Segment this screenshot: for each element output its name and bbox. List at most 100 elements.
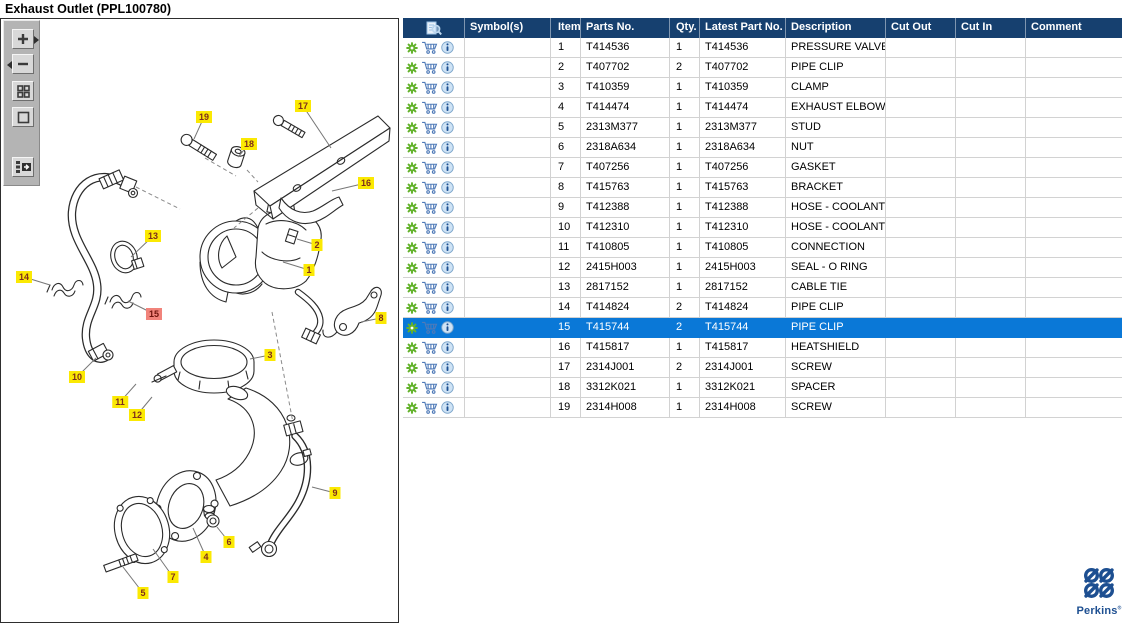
column-header-symbols[interactable]: Symbol(s) xyxy=(465,18,551,38)
table-row[interactable]: 10 T412310 1 T412310 HOSE - COOLANT xyxy=(403,218,1122,238)
add-to-cart-icon[interactable] xyxy=(421,41,438,54)
gear-icon[interactable] xyxy=(406,221,418,234)
callout-2[interactable]: 2 xyxy=(311,239,323,251)
column-header-item[interactable]: Item xyxy=(551,18,581,38)
callout-4[interactable]: 4 xyxy=(200,551,212,563)
add-to-cart-icon[interactable] xyxy=(421,281,438,294)
column-header-latest-part-no[interactable]: Latest Part No. xyxy=(700,18,786,38)
add-to-cart-icon[interactable] xyxy=(421,161,438,174)
add-to-cart-icon[interactable] xyxy=(421,301,438,314)
gear-icon[interactable] xyxy=(406,181,418,194)
column-header-parts-no[interactable]: Parts No. xyxy=(581,18,670,38)
info-icon[interactable] xyxy=(441,121,454,134)
table-row[interactable]: 1 T414536 1 T414536 PRESSURE VALVE xyxy=(403,38,1122,58)
add-to-cart-icon[interactable] xyxy=(421,81,438,94)
callout-12[interactable]: 12 xyxy=(128,409,146,421)
gear-icon[interactable] xyxy=(406,161,418,174)
table-row[interactable]: 16 T415817 1 T415817 HEATSHIELD xyxy=(403,338,1122,358)
info-icon[interactable] xyxy=(441,181,454,194)
callout-10[interactable]: 10 xyxy=(68,371,86,383)
column-header-qty[interactable]: Qty. xyxy=(670,18,700,38)
gear-icon[interactable] xyxy=(406,81,418,94)
gear-icon[interactable] xyxy=(406,321,418,334)
column-header-description[interactable]: Description xyxy=(786,18,886,38)
callout-8[interactable]: 8 xyxy=(375,312,387,324)
callout-5[interactable]: 5 xyxy=(137,587,149,599)
gear-icon[interactable] xyxy=(406,401,418,414)
gear-icon[interactable] xyxy=(406,141,418,154)
callout-18[interactable]: 18 xyxy=(240,138,258,150)
callout-3[interactable]: 3 xyxy=(264,349,276,361)
add-to-cart-icon[interactable] xyxy=(421,61,438,74)
info-icon[interactable] xyxy=(441,61,454,74)
info-icon[interactable] xyxy=(441,381,454,394)
table-row[interactable]: 6 2318A634 1 2318A634 NUT xyxy=(403,138,1122,158)
fit-page-button[interactable] xyxy=(12,107,34,127)
zoom-in-button[interactable] xyxy=(12,29,39,49)
overview-button[interactable] xyxy=(12,81,34,101)
info-icon[interactable] xyxy=(441,161,454,174)
callout-17[interactable]: 17 xyxy=(294,100,312,112)
gear-icon[interactable] xyxy=(406,361,418,374)
table-row[interactable]: 13 2817152 1 2817152 CABLE TIE xyxy=(403,278,1122,298)
info-icon[interactable] xyxy=(441,321,454,334)
table-row[interactable]: 15 T415744 2 T415744 PIPE CLIP xyxy=(403,318,1122,338)
info-icon[interactable] xyxy=(441,221,454,234)
gear-icon[interactable] xyxy=(406,41,418,54)
table-row[interactable]: 14 T414824 2 T414824 PIPE CLIP xyxy=(403,298,1122,318)
zoom-out-button[interactable] xyxy=(7,54,34,74)
callout-9[interactable]: 9 xyxy=(329,487,341,499)
column-header-comment[interactable]: Comment xyxy=(1031,21,1082,33)
add-to-cart-icon[interactable] xyxy=(421,101,438,114)
table-row[interactable]: 7 T407256 1 T407256 GASKET xyxy=(403,158,1122,178)
add-to-cart-icon[interactable] xyxy=(421,241,438,254)
info-icon[interactable] xyxy=(441,361,454,374)
add-to-cart-icon[interactable] xyxy=(421,121,438,134)
info-icon[interactable] xyxy=(441,301,454,314)
table-row[interactable]: 11 T410805 1 T410805 CONNECTION xyxy=(403,238,1122,258)
callout-13[interactable]: 13 xyxy=(144,230,162,242)
add-to-cart-icon[interactable] xyxy=(421,221,438,234)
gear-icon[interactable] xyxy=(406,201,418,214)
callout-14[interactable]: 14 xyxy=(15,271,33,283)
add-to-cart-icon[interactable] xyxy=(421,201,438,214)
table-row[interactable]: 2 T407702 2 T407702 PIPE CLIP xyxy=(403,58,1122,78)
table-row[interactable]: 5 2313M377 1 2313M377 STUD xyxy=(403,118,1122,138)
gear-icon[interactable] xyxy=(406,261,418,274)
table-row[interactable]: 8 T415763 1 T415763 BRACKET xyxy=(403,178,1122,198)
info-icon[interactable] xyxy=(441,401,454,414)
callout-7[interactable]: 7 xyxy=(167,571,179,583)
callout-1[interactable]: 1 xyxy=(303,264,315,276)
table-row[interactable]: 9 T412388 1 T412388 HOSE - COOLANT xyxy=(403,198,1122,218)
gear-icon[interactable] xyxy=(406,381,418,394)
add-to-cart-icon[interactable] xyxy=(421,381,438,394)
table-row[interactable]: 17 2314J001 2 2314J001 SCREW xyxy=(403,358,1122,378)
info-icon[interactable] xyxy=(441,341,454,354)
table-row[interactable]: 3 T410359 1 T410359 CLAMP xyxy=(403,78,1122,98)
add-to-cart-icon[interactable] xyxy=(421,141,438,154)
add-to-cart-icon[interactable] xyxy=(421,261,438,274)
info-icon[interactable] xyxy=(441,101,454,114)
callout-11[interactable]: 11 xyxy=(112,396,128,408)
table-row[interactable]: 12 2415H003 1 2415H003 SEAL - O RING xyxy=(403,258,1122,278)
callout-19[interactable]: 19 xyxy=(195,111,213,123)
table-row[interactable]: 19 2314H008 1 2314H008 SCREW xyxy=(403,398,1122,418)
column-header-symbol-search[interactable] xyxy=(403,18,465,38)
callout-15[interactable]: 15 xyxy=(145,308,163,320)
info-icon[interactable] xyxy=(441,41,454,54)
gear-icon[interactable] xyxy=(406,121,418,134)
toggle-panel-button[interactable] xyxy=(12,157,34,177)
table-row[interactable]: 18 3312K021 1 3312K021 SPACER xyxy=(403,378,1122,398)
add-to-cart-icon[interactable] xyxy=(421,361,438,374)
gear-icon[interactable] xyxy=(406,241,418,254)
table-row[interactable]: 4 T414474 1 T414474 EXHAUST ELBOW xyxy=(403,98,1122,118)
add-to-cart-icon[interactable] xyxy=(421,401,438,414)
gear-icon[interactable] xyxy=(406,61,418,74)
info-icon[interactable] xyxy=(441,261,454,274)
column-header-cut-in[interactable]: Cut In xyxy=(956,18,1026,38)
info-icon[interactable] xyxy=(441,201,454,214)
column-header-cut-out[interactable]: Cut Out xyxy=(886,18,956,38)
info-icon[interactable] xyxy=(441,141,454,154)
add-to-cart-icon[interactable] xyxy=(421,181,438,194)
info-icon[interactable] xyxy=(441,81,454,94)
